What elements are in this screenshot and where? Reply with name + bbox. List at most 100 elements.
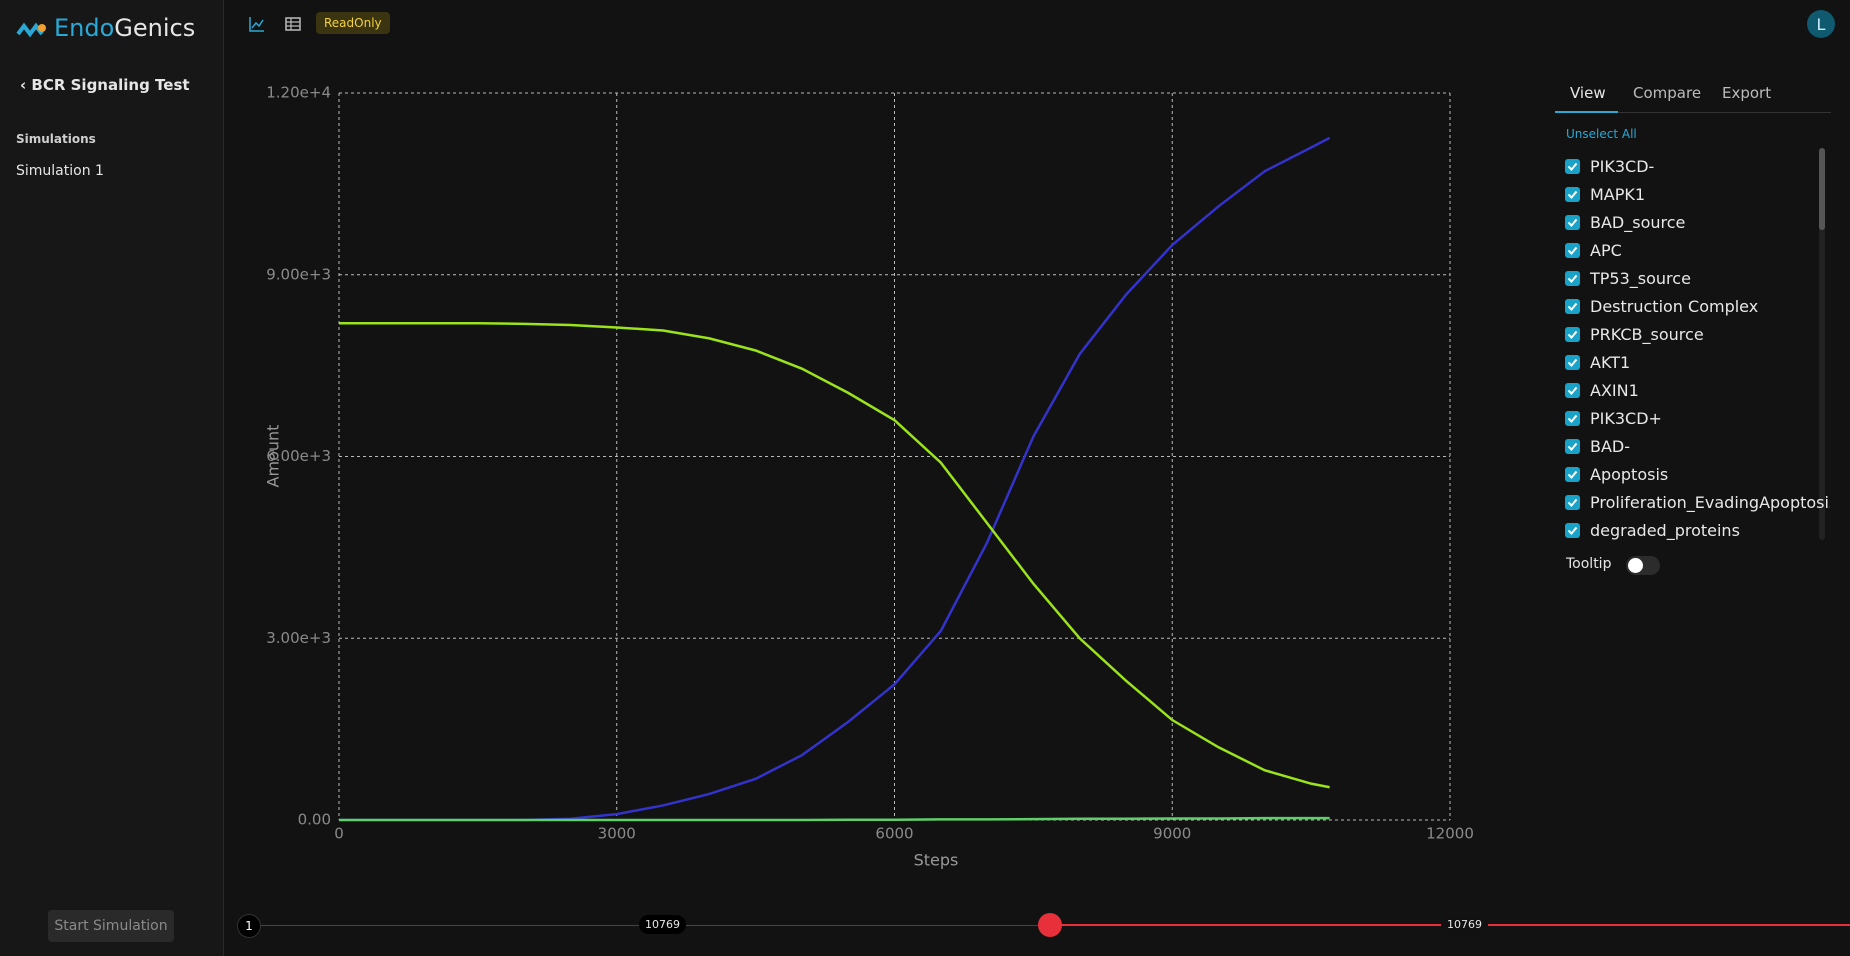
species-row: AXIN1 [1565,378,1830,402]
species-row: BAD- [1565,434,1830,458]
species-row: Apoptosis [1565,462,1830,486]
species-checkbox[interactable] [1565,494,1580,510]
scrollbar-track [1819,148,1825,540]
project-name: BCR Signaling Test [31,76,190,94]
check-mark [1567,274,1578,283]
avatar[interactable]: L [1807,10,1835,38]
check-mark [1567,358,1578,367]
species-checkbox[interactable] [1565,438,1580,454]
species-label: Proliferation_EvadingApoptosis_r [1590,492,1830,512]
slider-value: 10769 [639,915,686,934]
tab[interactable]: Compare [1633,84,1702,102]
check-mark [1567,414,1578,423]
check-mark [1567,498,1578,507]
start-button[interactable]: Start Simulation [48,910,174,942]
slider-start: 1 [237,914,261,938]
sidebar: EndoGenics ‹ BCR Signaling Test Simulati… [0,0,224,956]
species-label: Apoptosis [1590,464,1669,484]
brand: EndoGenics [54,14,195,42]
x-tick-label: 3000 [598,825,636,843]
x-tick-label: 0 [334,825,344,843]
species-checkbox[interactable] [1565,214,1580,230]
species-label: PIK3CD+ [1590,408,1662,428]
tooltip-label: Tooltip [1566,556,1612,572]
scrollbar-thumb[interactable] [1819,148,1825,230]
y-axis-label: Amount [264,425,283,488]
species-row: PIK3CD- [1565,154,1830,178]
check-mark [1567,218,1578,227]
check-mark [1567,190,1578,199]
species-label: PRKCB_source [1590,324,1704,344]
species-checkbox[interactable] [1565,326,1580,342]
active-tab-indicator [1555,111,1618,113]
tooltip-toggle[interactable] [1626,556,1660,575]
species-label: AKT1 [1590,352,1631,372]
back-link[interactable]: ‹ BCR Signaling Test [20,76,190,94]
slider-max: 10769 [1441,915,1488,934]
tab-divider [1555,112,1831,113]
species-checkbox[interactable] [1565,298,1580,314]
species-checkbox[interactable] [1565,382,1580,398]
species-label: BAD_source [1590,212,1686,232]
series-line [339,321,1330,789]
species-checkbox[interactable] [1565,242,1580,258]
tab[interactable]: View [1570,84,1606,102]
species-checkbox[interactable] [1565,410,1580,426]
species-checkbox[interactable] [1565,522,1580,538]
species-row: MAPK1 [1565,182,1830,206]
check-mark [1567,330,1578,339]
slider-knob[interactable] [1038,913,1062,937]
species-checkbox[interactable] [1565,186,1580,202]
logo-icon [16,22,46,38]
species-row: TP53_source [1565,266,1830,290]
x-tick-label: 6000 [875,825,913,843]
check-mark [1567,162,1578,171]
species-checkbox[interactable] [1565,354,1580,370]
species-checkbox[interactable] [1565,270,1580,286]
species-row: PRKCB_source [1565,322,1830,346]
species-label: APC [1590,240,1622,260]
species-label: degraded_proteins [1590,520,1740,540]
species-row: degraded_proteins [1565,518,1830,542]
check-mark [1567,302,1578,311]
x-tick-label: 9000 [1153,825,1191,843]
check-mark [1567,246,1578,255]
species-row: PIK3CD+ [1565,406,1830,430]
y-tick-label: 6.00e+3 [266,447,331,465]
species-label: AXIN1 [1590,380,1639,400]
tab[interactable]: Export [1722,84,1772,102]
species-row: APC [1565,238,1830,262]
check-mark [1567,526,1578,535]
x-tick-label: 12000 [1426,825,1474,843]
simulation-item[interactable]: Simulation 1 [16,163,104,179]
series-line [339,136,1331,822]
y-tick-label: 1.20e+4 [266,84,331,102]
check-mark [1567,470,1578,479]
species-checkbox[interactable] [1565,158,1580,174]
species-row: BAD_source [1565,210,1830,234]
x-axis-label: Steps [914,851,959,870]
check-mark [1567,386,1578,395]
section-label: Simulations [16,132,96,146]
species-label: Destruction Complex [1590,296,1759,316]
brand-suffix: Genics [114,14,196,42]
table-view-icon[interactable] [283,14,303,34]
species-row: AKT1 [1565,350,1830,374]
y-tick-label: 3.00e+3 [266,629,331,647]
y-tick-label: 0.00 [298,811,331,829]
unselect-all[interactable]: Unselect All [1566,127,1637,141]
species-checkbox[interactable] [1565,466,1580,482]
readonly-badge: ReadOnly [316,12,390,34]
y-tick-label: 9.00e+3 [266,265,331,283]
species-label: PIK3CD- [1590,156,1655,176]
species-label: BAD- [1590,436,1631,456]
series-line [339,816,1330,822]
species-label: TP53_source [1590,268,1691,288]
species-row: Proliferation_EvadingApoptosis_r [1565,490,1830,514]
brand-prefix: Endo [54,14,115,42]
species-row: Destruction Complex [1565,294,1830,318]
chart-view-icon[interactable] [247,14,267,34]
check-mark [1567,442,1578,451]
